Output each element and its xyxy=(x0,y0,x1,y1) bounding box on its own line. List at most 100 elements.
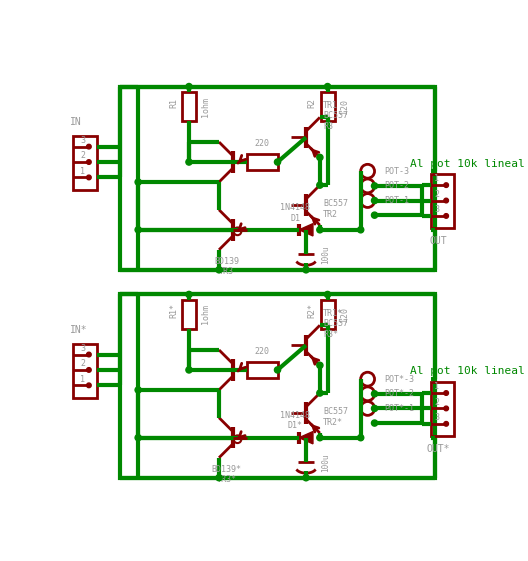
Bar xyxy=(320,300,335,329)
Text: OUT: OUT xyxy=(430,236,447,246)
Circle shape xyxy=(135,387,142,393)
Circle shape xyxy=(357,227,364,233)
Circle shape xyxy=(87,175,91,180)
Circle shape xyxy=(325,291,331,297)
Polygon shape xyxy=(299,224,313,236)
Bar xyxy=(73,136,97,190)
Circle shape xyxy=(444,214,448,218)
Text: 3: 3 xyxy=(435,413,439,422)
Text: IN: IN xyxy=(70,117,82,127)
Text: POT-2: POT-2 xyxy=(384,181,410,190)
Text: POT-3: POT-3 xyxy=(384,167,410,176)
Text: 100u: 100u xyxy=(322,454,331,472)
Circle shape xyxy=(87,160,91,164)
Circle shape xyxy=(372,183,378,189)
Polygon shape xyxy=(299,431,313,444)
Text: BD139
TR3: BD139 TR3 xyxy=(214,257,239,277)
Circle shape xyxy=(444,406,448,411)
Text: R1: R1 xyxy=(169,98,178,108)
Circle shape xyxy=(372,212,378,218)
Text: BC557
TR2*: BC557 TR2* xyxy=(323,407,348,426)
Circle shape xyxy=(317,182,323,188)
Circle shape xyxy=(135,227,142,233)
Bar xyxy=(120,295,436,478)
Circle shape xyxy=(135,435,142,441)
Text: 1: 1 xyxy=(80,167,85,176)
Bar xyxy=(247,362,278,378)
Text: POT*-1: POT*-1 xyxy=(384,404,414,413)
Bar xyxy=(73,344,97,398)
Bar xyxy=(320,92,335,121)
Text: R1*: R1* xyxy=(169,303,178,318)
Circle shape xyxy=(317,227,323,233)
Text: IN*: IN* xyxy=(70,324,88,334)
Circle shape xyxy=(372,406,378,412)
Text: OUT*: OUT* xyxy=(427,444,450,454)
Text: 3: 3 xyxy=(80,136,85,145)
Circle shape xyxy=(325,84,331,90)
Bar xyxy=(120,86,436,270)
Circle shape xyxy=(275,367,280,373)
Text: R2: R2 xyxy=(308,98,317,108)
Bar xyxy=(247,154,278,170)
Text: 100u: 100u xyxy=(322,246,331,264)
Text: 2: 2 xyxy=(80,151,85,160)
Circle shape xyxy=(186,367,192,373)
Circle shape xyxy=(303,475,309,481)
Text: R2*: R2* xyxy=(308,303,317,318)
Circle shape xyxy=(444,198,448,203)
Circle shape xyxy=(317,390,323,396)
Text: Al pot 10k lineal: Al pot 10k lineal xyxy=(410,159,525,168)
Text: POT-1: POT-1 xyxy=(384,196,410,205)
Circle shape xyxy=(216,475,222,481)
Text: 1ohm: 1ohm xyxy=(201,305,210,324)
Text: 1: 1 xyxy=(435,383,439,392)
Text: 3: 3 xyxy=(435,205,439,214)
Text: 120: 120 xyxy=(340,99,349,114)
Text: 220: 220 xyxy=(254,139,270,148)
Text: 3: 3 xyxy=(80,344,85,353)
Circle shape xyxy=(216,266,222,273)
Text: 2: 2 xyxy=(435,190,439,199)
Circle shape xyxy=(87,144,91,149)
Text: 1: 1 xyxy=(435,174,439,183)
Circle shape xyxy=(186,159,192,165)
Circle shape xyxy=(275,159,280,165)
Text: 120: 120 xyxy=(340,307,349,322)
Circle shape xyxy=(135,179,142,185)
Text: TR1
BC557
R3: TR1 BC557 R3 xyxy=(323,101,348,131)
Circle shape xyxy=(303,266,309,273)
Circle shape xyxy=(87,383,91,388)
Circle shape xyxy=(317,435,323,441)
Circle shape xyxy=(444,183,448,187)
Circle shape xyxy=(372,197,378,204)
Text: BD139*
TR3*: BD139* TR3* xyxy=(212,465,242,484)
Circle shape xyxy=(87,367,91,373)
Bar xyxy=(431,382,454,436)
Circle shape xyxy=(372,420,378,426)
Circle shape xyxy=(357,435,364,441)
Circle shape xyxy=(317,362,323,369)
Bar xyxy=(182,300,196,329)
Text: 2: 2 xyxy=(435,398,439,407)
Bar xyxy=(431,174,454,228)
Text: 2: 2 xyxy=(80,359,85,368)
Text: 1: 1 xyxy=(80,375,85,384)
Text: 220: 220 xyxy=(254,347,270,356)
Text: BC557
TR2: BC557 TR2 xyxy=(323,199,348,219)
Text: 1N4148
D1*: 1N4148 D1* xyxy=(280,411,310,430)
Text: 1N4148
D1: 1N4148 D1 xyxy=(280,203,310,223)
Text: POT*-3: POT*-3 xyxy=(384,375,414,384)
Text: POT*-2: POT*-2 xyxy=(384,389,414,398)
Circle shape xyxy=(186,291,192,297)
Text: TR1*
BC557
R3*: TR1* BC557 R3* xyxy=(323,309,348,339)
Circle shape xyxy=(372,390,378,397)
Circle shape xyxy=(317,154,323,160)
Circle shape xyxy=(444,421,448,426)
Circle shape xyxy=(87,352,91,357)
Circle shape xyxy=(444,390,448,396)
Circle shape xyxy=(186,84,192,90)
Bar xyxy=(182,92,196,121)
Text: Al pot 10k lineal: Al pot 10k lineal xyxy=(410,366,525,376)
Text: 1ohm: 1ohm xyxy=(201,96,210,117)
